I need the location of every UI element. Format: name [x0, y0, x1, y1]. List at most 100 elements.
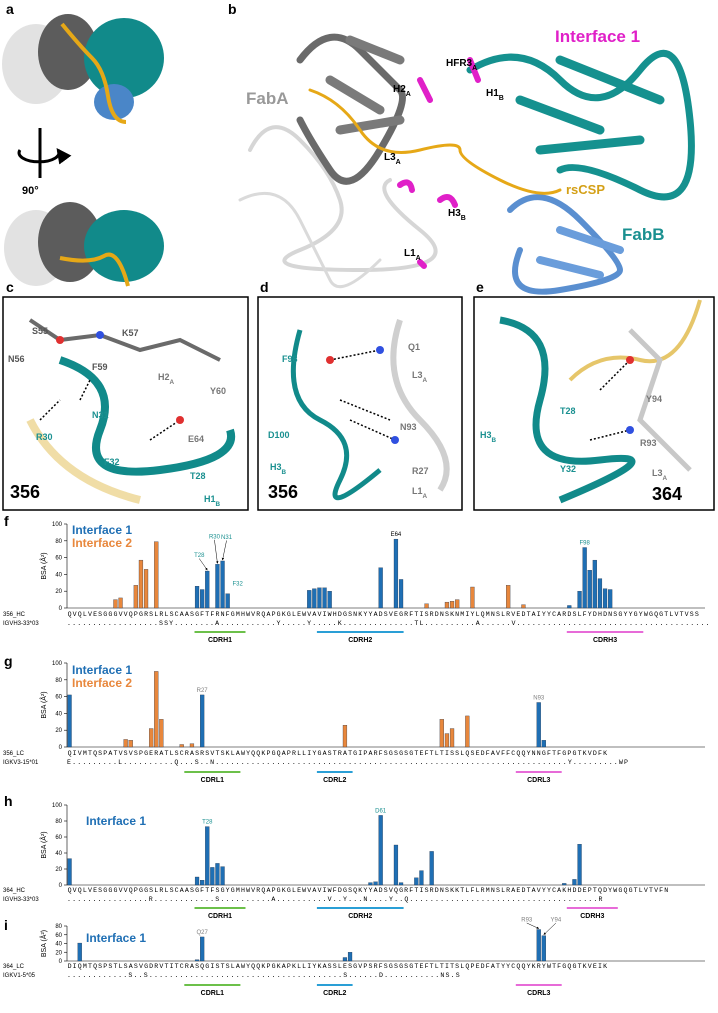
residue: L [292, 887, 296, 894]
residue: D [603, 611, 607, 618]
label-main: Q1 [408, 342, 420, 352]
residue: D [603, 887, 607, 894]
residue: G [409, 750, 413, 757]
residue: S [425, 611, 429, 618]
structure-shape [376, 346, 384, 354]
residue: A [282, 963, 286, 970]
residue: T [164, 750, 168, 757]
residue: F [659, 887, 663, 894]
bar [342, 957, 348, 962]
residue: Y [542, 887, 546, 894]
label: 90° [22, 185, 39, 197]
residue: A [368, 750, 372, 757]
residue: F [506, 750, 510, 757]
structure-shape [290, 329, 382, 501]
label: N31 [92, 410, 109, 420]
residue: P [134, 611, 138, 618]
residue: S [333, 963, 337, 970]
structure-shape [391, 436, 399, 444]
residue: Q [129, 611, 133, 618]
residue: N [537, 750, 541, 757]
residue: T [430, 963, 434, 970]
residue: P [266, 963, 270, 970]
residue: L [435, 750, 439, 757]
residue: V [251, 611, 255, 618]
y-tick-label: 100 [52, 661, 63, 667]
y-tick-label: 0 [59, 883, 63, 889]
residue-annotation: T28 [194, 553, 205, 559]
bar [149, 728, 154, 748]
residue: K [450, 611, 454, 618]
bar [444, 733, 450, 748]
residue: S [613, 611, 617, 618]
label-main: FabA [246, 89, 289, 108]
panel-letter: a [6, 1, 14, 17]
residue-annotation: N31 [221, 535, 233, 541]
residue: M [486, 611, 490, 618]
residue: Q [277, 750, 281, 757]
y-tick-label: 40 [55, 711, 62, 717]
residue: D [435, 611, 439, 618]
residue: Y [588, 611, 592, 618]
residue: A [236, 963, 240, 970]
label-main: L1 [412, 486, 423, 496]
residue: G [108, 887, 112, 894]
residue: L [83, 611, 87, 618]
residue: F [210, 887, 214, 894]
residue: L [170, 750, 174, 757]
residue: V [654, 887, 658, 894]
cdr-label: CDRL3 [527, 777, 550, 784]
residue: I [445, 750, 449, 757]
bar [194, 586, 200, 609]
germline: ............S..S........................… [67, 972, 460, 979]
residue: G [399, 750, 403, 757]
residue: V [644, 887, 648, 894]
label: FabA [246, 89, 289, 108]
residue: M [486, 887, 490, 894]
label-main: F98 [282, 354, 298, 364]
label-subscript: B [499, 95, 504, 102]
residue: V [496, 750, 500, 757]
residue: V [119, 750, 123, 757]
residue: D [379, 887, 383, 894]
residue: A [180, 887, 184, 894]
residue: S [348, 611, 352, 618]
label: 356 [10, 482, 40, 502]
label: F98 [282, 354, 298, 364]
residue: D [68, 963, 72, 970]
residue: D [521, 887, 525, 894]
residue: R [215, 611, 219, 618]
residue: G [649, 611, 653, 618]
label: H1B [204, 494, 221, 508]
residue: T [552, 963, 556, 970]
residue: T [430, 750, 434, 757]
residue: Q [465, 963, 469, 970]
residue: K [282, 887, 286, 894]
legend-label: Interface 1 [72, 523, 132, 537]
residue: E [593, 963, 597, 970]
structure-shape [17, 147, 72, 165]
residue: T [414, 611, 418, 618]
cdr-label: CDRH3 [593, 637, 617, 644]
bar [597, 578, 603, 609]
residue: S [226, 963, 230, 970]
bar [582, 547, 587, 609]
y-tick-label: 0 [59, 745, 63, 751]
residue: V [73, 611, 77, 618]
residue: G [572, 963, 576, 970]
label-main: L3 [412, 370, 423, 380]
residue: F [333, 887, 337, 894]
residue: F [470, 887, 474, 894]
residue: I [323, 887, 327, 894]
residue: G [272, 963, 276, 970]
residue: P [470, 963, 474, 970]
panel-a-art [2, 14, 164, 287]
residue: V [674, 611, 678, 618]
label-main: 356 [10, 482, 40, 502]
structure-shape [238, 191, 382, 289]
residue: Q [129, 887, 133, 894]
residue: F [486, 963, 490, 970]
residue: I [323, 611, 327, 618]
residue: E [419, 750, 423, 757]
residue: L [476, 611, 480, 618]
